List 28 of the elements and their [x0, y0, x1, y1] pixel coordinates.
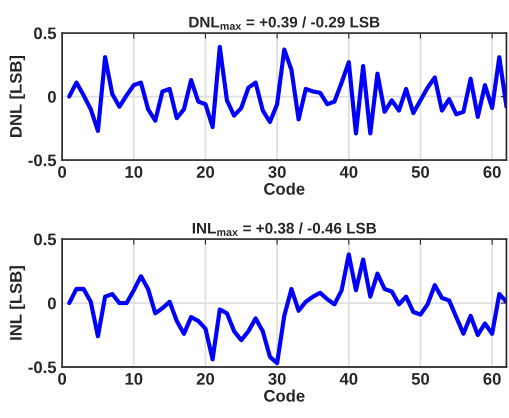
x-tick-label: 60: [483, 166, 501, 178]
chart-title: INL$_{max}$ = +0.38 / -0.46 LSB: [192, 222, 376, 236]
x-tick-label: 10: [126, 166, 142, 178]
y-axis-title: INL [LSB]: [10, 266, 26, 340]
y-tick-label: 0: [48, 90, 56, 103]
x-tick-label: 20: [196, 166, 214, 178]
x-tick-label: 10: [126, 373, 142, 385]
x-tick-label: 40: [340, 166, 358, 178]
x-tick-label: 50: [412, 166, 430, 178]
x-axis-title: Code: [264, 182, 305, 195]
x-tick-label: 50: [412, 373, 430, 385]
x-tick-label: 60: [483, 373, 501, 385]
x-axis-title: Code: [264, 389, 305, 402]
line-series: [67, 252, 506, 366]
y-tick-label: 0: [48, 297, 56, 310]
y-tick-label: -0.5: [28, 361, 56, 374]
line-series: [67, 44, 506, 136]
x-tick-label: 0: [58, 166, 66, 178]
x-tick-label: 30: [268, 166, 286, 178]
x-tick-label: 40: [340, 373, 358, 385]
chart-title: DNL$_{max}$ = +0.39 / -0.29 LSB: [189, 16, 380, 30]
y-tick-label: 0.5: [34, 233, 56, 246]
y-axis-title: DNL [LSB]: [10, 56, 26, 137]
y-tick-label: 0.5: [34, 27, 56, 40]
x-tick-label: 0: [58, 373, 66, 385]
y-tick-label: -0.5: [28, 154, 56, 166]
x-tick-label: 30: [268, 373, 286, 385]
x-tick-label: 20: [196, 373, 214, 385]
